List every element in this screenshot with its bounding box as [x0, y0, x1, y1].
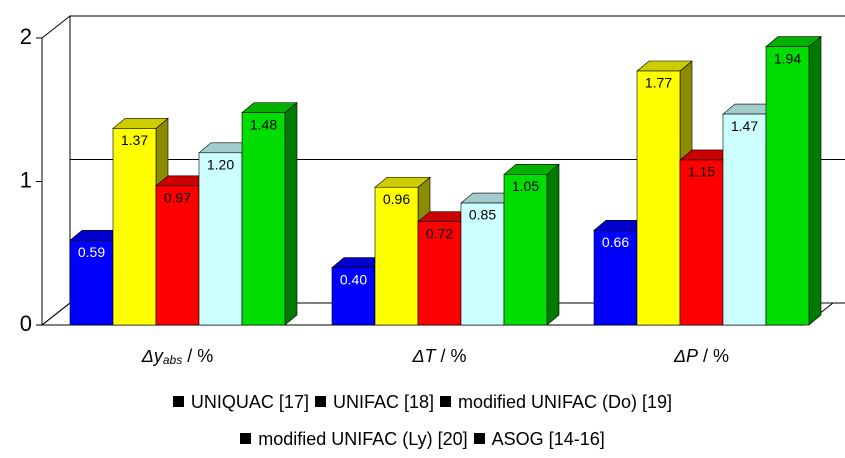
value-label: 0.97 [164, 190, 191, 206]
legend: UNIQUAC [17] UNIFAC [18] modified UNIFAC (… [0, 384, 845, 458]
bar [417, 221, 462, 326]
value-label: 1.94 [774, 50, 801, 66]
category-symbol: Δy [141, 346, 164, 366]
bar-side [284, 101, 298, 326]
value-label: 1.77 [645, 75, 672, 91]
value-label: 0.40 [340, 271, 367, 287]
legend-item: UNIFAC [18] [314, 392, 434, 412]
legend-label: modified UNIFAC (Do) [19] [457, 392, 673, 412]
category-unit: / % [698, 346, 729, 366]
value-label: 1.48 [250, 116, 277, 132]
bar-side [546, 163, 560, 326]
value-label: 0.85 [469, 207, 496, 223]
legend-label: modified UNIFAC (Ly) [20] [258, 429, 468, 449]
bar [765, 46, 810, 326]
legend-label: UNIFAC [18] [332, 392, 434, 412]
bar [69, 240, 114, 326]
category-unit: / % [436, 346, 467, 366]
category-subscript: abs [163, 353, 182, 367]
bar [460, 202, 505, 326]
y-tick-label: 0 [20, 311, 32, 336]
bar [593, 229, 638, 326]
legend-swatch [172, 396, 184, 407]
legend-item: modified UNIFAC (Do) [19] [439, 392, 673, 412]
bar [374, 186, 419, 326]
value-label: 0.66 [602, 234, 629, 250]
y-tick-label: 1 [20, 167, 32, 192]
bar [198, 152, 243, 326]
bar [155, 185, 200, 326]
value-label: 1.20 [207, 157, 234, 173]
category-unit: / % [182, 346, 213, 366]
legend-item: ASOG [14-16] [473, 429, 605, 449]
legend-swatch [314, 396, 326, 407]
floor [40, 302, 835, 326]
chart: 0 1 2 0.59 1.37 0.97 1.20 1.48 Δyabs / % 0.40 0.96… [20, 14, 845, 367]
category-symbol: ΔT [411, 346, 437, 366]
legend-item: modified UNIFAC (Ly) [20] [240, 429, 468, 449]
bar-side [808, 35, 822, 326]
bar [241, 112, 286, 326]
bar [503, 174, 548, 326]
value-label: 1.47 [731, 118, 758, 134]
value-label: 1.15 [688, 164, 715, 180]
value-label: 0.96 [383, 191, 410, 207]
bar [636, 70, 681, 326]
bar [679, 159, 724, 326]
legend-swatch [439, 396, 451, 407]
bar [112, 128, 157, 326]
x-tick-label: Δyabs / % [141, 346, 213, 367]
legend-label: ASOG [14-16] [491, 429, 605, 449]
legend-swatch [473, 433, 485, 444]
legend-label: UNIQUAC [17] [190, 392, 309, 412]
value-label: 1.05 [512, 178, 539, 194]
side-wall [41, 14, 71, 327]
x-tick-label: ΔP / % [673, 346, 729, 366]
bar [722, 113, 767, 326]
legend-item: UNIQUAC [17] [172, 392, 309, 412]
x-tick-label: ΔT / % [411, 346, 466, 366]
category-symbol: ΔP [673, 346, 698, 366]
value-label: 0.72 [426, 225, 453, 241]
value-label: 0.59 [78, 244, 105, 260]
bar [331, 267, 376, 326]
value-label: 1.37 [121, 132, 148, 148]
y-tick-label: 2 [20, 24, 32, 49]
legend-swatch [240, 433, 252, 444]
